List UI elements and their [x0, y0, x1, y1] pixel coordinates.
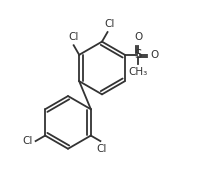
Text: Cl: Cl: [104, 19, 115, 29]
Text: S: S: [134, 48, 142, 61]
Text: Cl: Cl: [96, 144, 106, 154]
Text: CH₃: CH₃: [129, 67, 148, 77]
Text: Cl: Cl: [22, 136, 33, 146]
Text: Cl: Cl: [69, 32, 79, 42]
Text: O: O: [151, 50, 159, 60]
Text: O: O: [134, 32, 142, 42]
